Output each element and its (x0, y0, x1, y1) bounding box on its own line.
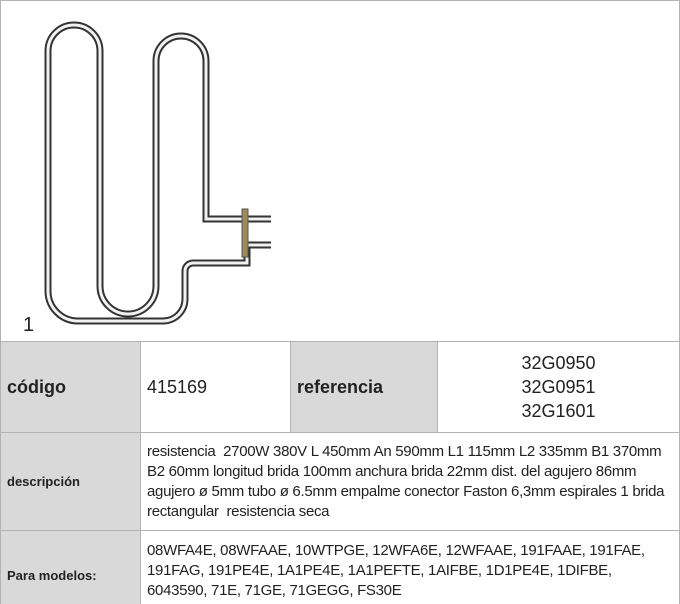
referencia: 32G1601 (521, 401, 596, 421)
descripcion-value: resistencia 2700W 380V L 450mm An 590mm … (140, 432, 680, 531)
referencia: 32G0951 (521, 377, 596, 397)
image-label: 1 (23, 314, 35, 336)
label-codigo: código (0, 341, 141, 433)
image-box: 1 (0, 0, 680, 342)
referencia-values: 32G0950 32G0951 32G1601 (437, 341, 680, 433)
label-referencia: referencia (290, 341, 438, 433)
label-descripcion: descripción (0, 432, 141, 531)
label-modelos: Para modelos: (0, 530, 141, 604)
referencia: 32G0950 (521, 353, 596, 373)
heating-element (44, 21, 271, 325)
modelos-value: 08WFA4E, 08WFAAE, 10WTPGE, 12WFA6E, 12WF… (140, 530, 680, 604)
codigo-value: 415169 (140, 341, 291, 433)
